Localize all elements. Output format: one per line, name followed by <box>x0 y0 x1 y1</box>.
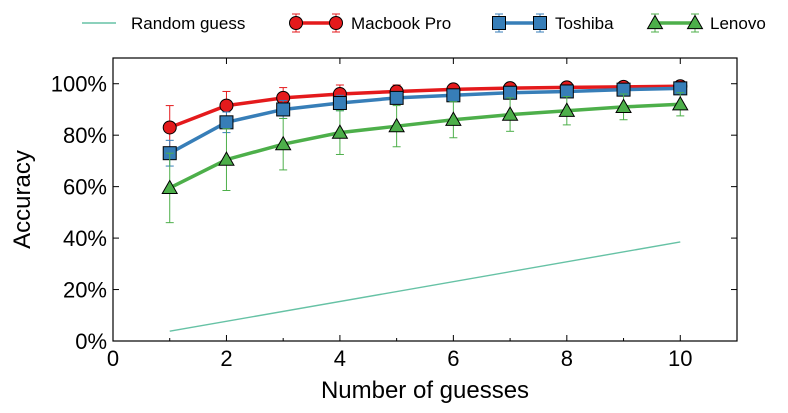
plot-frame <box>112 57 738 342</box>
data-point-toshiba <box>559 84 574 99</box>
legend-item-lenovo: Lenovo <box>646 13 766 33</box>
data-point-lenovo <box>445 111 462 126</box>
legend-label-macbook-pro: Macbook Pro <box>351 14 451 33</box>
x-tick-label: 6 <box>447 346 459 371</box>
data-point-macbook-pro <box>219 98 234 113</box>
legend: Random guess Macbook Pro Toshiba Lenovo <box>82 13 766 33</box>
legend-marker-lenovo <box>686 14 704 30</box>
y-tick-label: 100% <box>51 72 107 97</box>
data-point-lenovo <box>671 95 689 111</box>
legend-item-toshiba: Toshiba <box>492 13 614 33</box>
plot-layer <box>161 79 689 332</box>
legend-label-random-guess: Random guess <box>131 14 245 33</box>
data-point-macbook-pro <box>162 120 177 135</box>
data-point-lenovo <box>558 102 576 117</box>
legend-marker-macbook-pro <box>289 16 303 30</box>
x-axis-title: Number of guesses <box>321 377 529 404</box>
series-line-macbook-pro <box>169 84 681 130</box>
x-tick-label: 10 <box>668 346 692 371</box>
series-line-toshiba <box>168 86 681 155</box>
legend-item-macbook-pro: Macbook Pro <box>289 13 451 33</box>
legend-label-lenovo: Lenovo <box>710 14 766 33</box>
y-tick-label: 60% <box>63 175 107 200</box>
data-point-lenovo <box>161 179 179 195</box>
series-line-random-guess <box>169 241 681 332</box>
y-tick-label: 20% <box>63 278 107 303</box>
y-axis-title: Accuracy <box>9 150 36 249</box>
y-tick-label: 40% <box>63 226 107 251</box>
data-point-toshiba <box>389 90 404 105</box>
data-point-toshiba <box>332 96 347 111</box>
legend-item-random-guess: Random guess <box>82 14 245 33</box>
data-point-toshiba <box>219 115 234 130</box>
x-tick-label: 0 <box>107 346 119 371</box>
data-point-lenovo <box>331 124 349 139</box>
data-point-toshiba <box>503 85 518 100</box>
data-point-lenovo <box>501 106 519 121</box>
legend-label-toshiba: Toshiba <box>555 14 614 33</box>
axis-ticks: 0 2 4 6 8 100%20%40%60%80%100% <box>51 58 737 371</box>
data-point-lenovo <box>388 117 405 133</box>
series-lenovo <box>161 92 689 224</box>
x-tick-label: 2 <box>220 346 232 371</box>
series-line-lenovo <box>168 102 681 190</box>
legend-marker-macbook-pro <box>329 16 343 30</box>
series-toshiba <box>162 81 688 167</box>
legend-marker-toshiba <box>492 16 506 30</box>
series-random-guess <box>169 241 681 332</box>
legend-marker-toshiba <box>533 16 547 30</box>
legend-marker-lenovo <box>646 14 664 30</box>
y-tick-label: 0% <box>75 329 107 354</box>
data-point-toshiba <box>446 88 461 103</box>
x-tick-label: 8 <box>561 346 573 371</box>
x-tick-label: 4 <box>334 346 346 371</box>
data-point-lenovo <box>274 135 292 151</box>
data-point-lenovo <box>615 98 632 113</box>
y-tick-label: 80% <box>63 123 107 148</box>
data-point-toshiba <box>276 102 291 117</box>
data-point-lenovo <box>218 151 235 166</box>
